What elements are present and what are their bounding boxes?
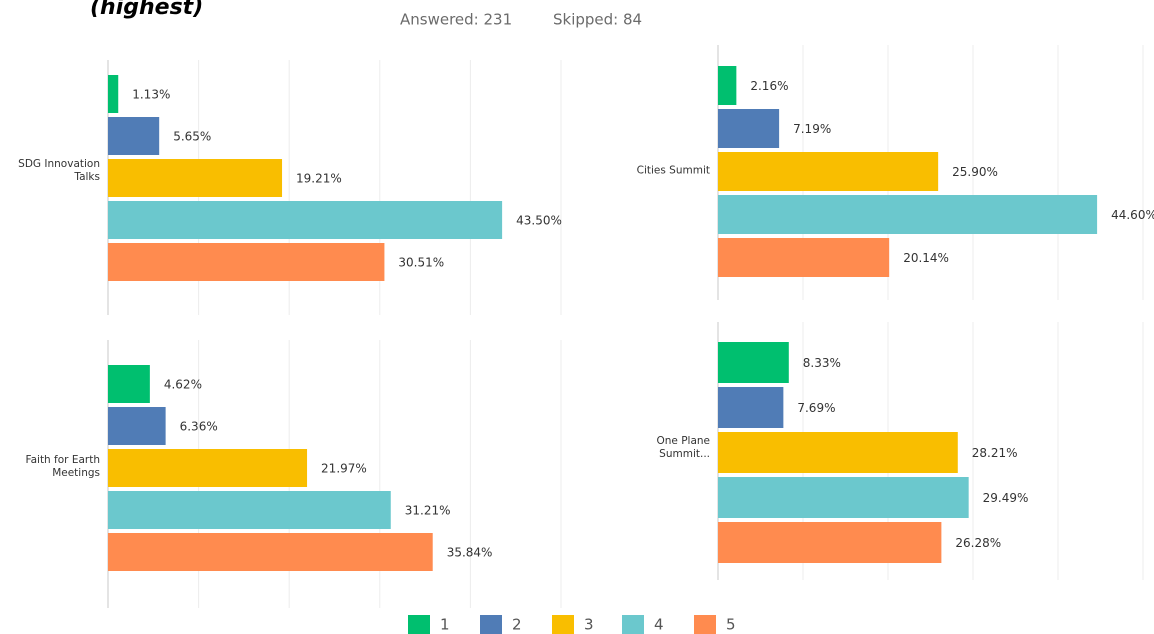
- value-label: 4.62%: [164, 378, 202, 392]
- value-label: 28.21%: [972, 446, 1018, 460]
- bar: [108, 117, 160, 155]
- bar: [108, 75, 119, 113]
- legend-swatch: [408, 615, 430, 634]
- bar: [108, 201, 503, 239]
- skipped-count: Skipped: 84: [553, 11, 642, 29]
- bar: [108, 491, 391, 529]
- legend-label: 3: [584, 616, 594, 634]
- bar: [108, 533, 433, 571]
- bar: [718, 238, 890, 277]
- value-label: 26.28%: [955, 536, 1001, 550]
- legend-swatch: [694, 615, 716, 634]
- value-label: 5.65%: [173, 130, 211, 144]
- bar: [108, 407, 166, 445]
- legend-swatch: [622, 615, 644, 634]
- value-label: 21.97%: [321, 462, 367, 476]
- value-label: 7.19%: [793, 122, 831, 136]
- category-label: Cities Summit: [636, 164, 710, 177]
- legend-label: 5: [726, 616, 736, 634]
- bar: [108, 449, 308, 487]
- value-label: 20.14%: [903, 251, 949, 265]
- value-label: 30.51%: [398, 256, 444, 270]
- legend-label: 2: [512, 616, 522, 634]
- legend-swatch: [552, 615, 574, 634]
- value-label: 2.16%: [750, 79, 788, 93]
- value-label: 29.49%: [983, 491, 1029, 505]
- bar: [108, 159, 283, 197]
- answered-count: Answered: 231: [400, 11, 512, 29]
- category-label: One Plane Summit...: [656, 435, 710, 460]
- value-label: 35.84%: [447, 546, 493, 560]
- category-label: SDG Innovation Talks: [18, 158, 100, 183]
- legend-label: 1: [440, 616, 450, 634]
- legend-swatch: [480, 615, 502, 634]
- value-label: 44.60%: [1111, 208, 1154, 222]
- value-label: 43.50%: [516, 214, 562, 228]
- value-label: 8.33%: [803, 356, 841, 370]
- bar: [718, 432, 958, 473]
- value-label: 7.69%: [797, 401, 835, 415]
- bar: [108, 243, 385, 281]
- bar: [718, 195, 1098, 234]
- value-label: 19.21%: [296, 172, 342, 186]
- bar: [108, 365, 150, 403]
- category-label: Faith for Earth Meetings: [25, 454, 100, 479]
- value-label: 6.36%: [180, 420, 218, 434]
- bar: [718, 477, 969, 518]
- value-label: 31.21%: [405, 504, 451, 518]
- chart-title: (highest): [90, 0, 203, 20]
- value-label: 25.90%: [952, 165, 998, 179]
- legend-label: 4: [654, 616, 664, 634]
- bar: [718, 522, 942, 563]
- bar: [718, 152, 939, 191]
- bar: [718, 342, 789, 383]
- bar: [718, 66, 737, 105]
- bar: [718, 387, 784, 428]
- value-label: 1.13%: [132, 88, 170, 102]
- bar: [718, 109, 780, 148]
